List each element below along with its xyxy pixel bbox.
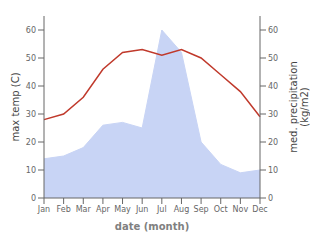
svg-text:10: 10 <box>26 166 36 175</box>
svg-text:30: 30 <box>26 110 36 119</box>
svg-text:20: 20 <box>26 138 36 147</box>
svg-text:Aug: Aug <box>174 205 190 214</box>
svg-text:Dec: Dec <box>252 205 267 214</box>
svg-text:0: 0 <box>31 194 36 203</box>
svg-text:30: 30 <box>268 110 278 119</box>
svg-text:Feb: Feb <box>57 205 71 214</box>
svg-text:0: 0 <box>268 194 273 203</box>
svg-text:50: 50 <box>26 54 36 63</box>
svg-text:date (month): date (month) <box>115 221 189 232</box>
svg-text:Jul: Jul <box>156 205 167 214</box>
svg-text:max temp (C): max temp (C) <box>10 72 21 141</box>
svg-text:60: 60 <box>268 26 278 35</box>
svg-text:20: 20 <box>268 138 278 147</box>
svg-text:Sep: Sep <box>194 205 209 214</box>
svg-text:Jan: Jan <box>37 205 50 214</box>
svg-text:60: 60 <box>26 26 36 35</box>
svg-text:50: 50 <box>268 54 278 63</box>
svg-text:Oct: Oct <box>214 205 228 214</box>
svg-text:med. precipitation(kg/m2): med. precipitation(kg/m2) <box>288 61 310 153</box>
svg-text:Jun: Jun <box>135 205 149 214</box>
svg-text:May: May <box>114 205 131 214</box>
svg-text:Nov: Nov <box>233 205 249 214</box>
svg-text:40: 40 <box>26 82 36 91</box>
svg-text:10: 10 <box>268 166 278 175</box>
svg-text:40: 40 <box>268 82 278 91</box>
svg-text:Apr: Apr <box>96 205 111 214</box>
svg-text:Mar: Mar <box>76 205 92 214</box>
